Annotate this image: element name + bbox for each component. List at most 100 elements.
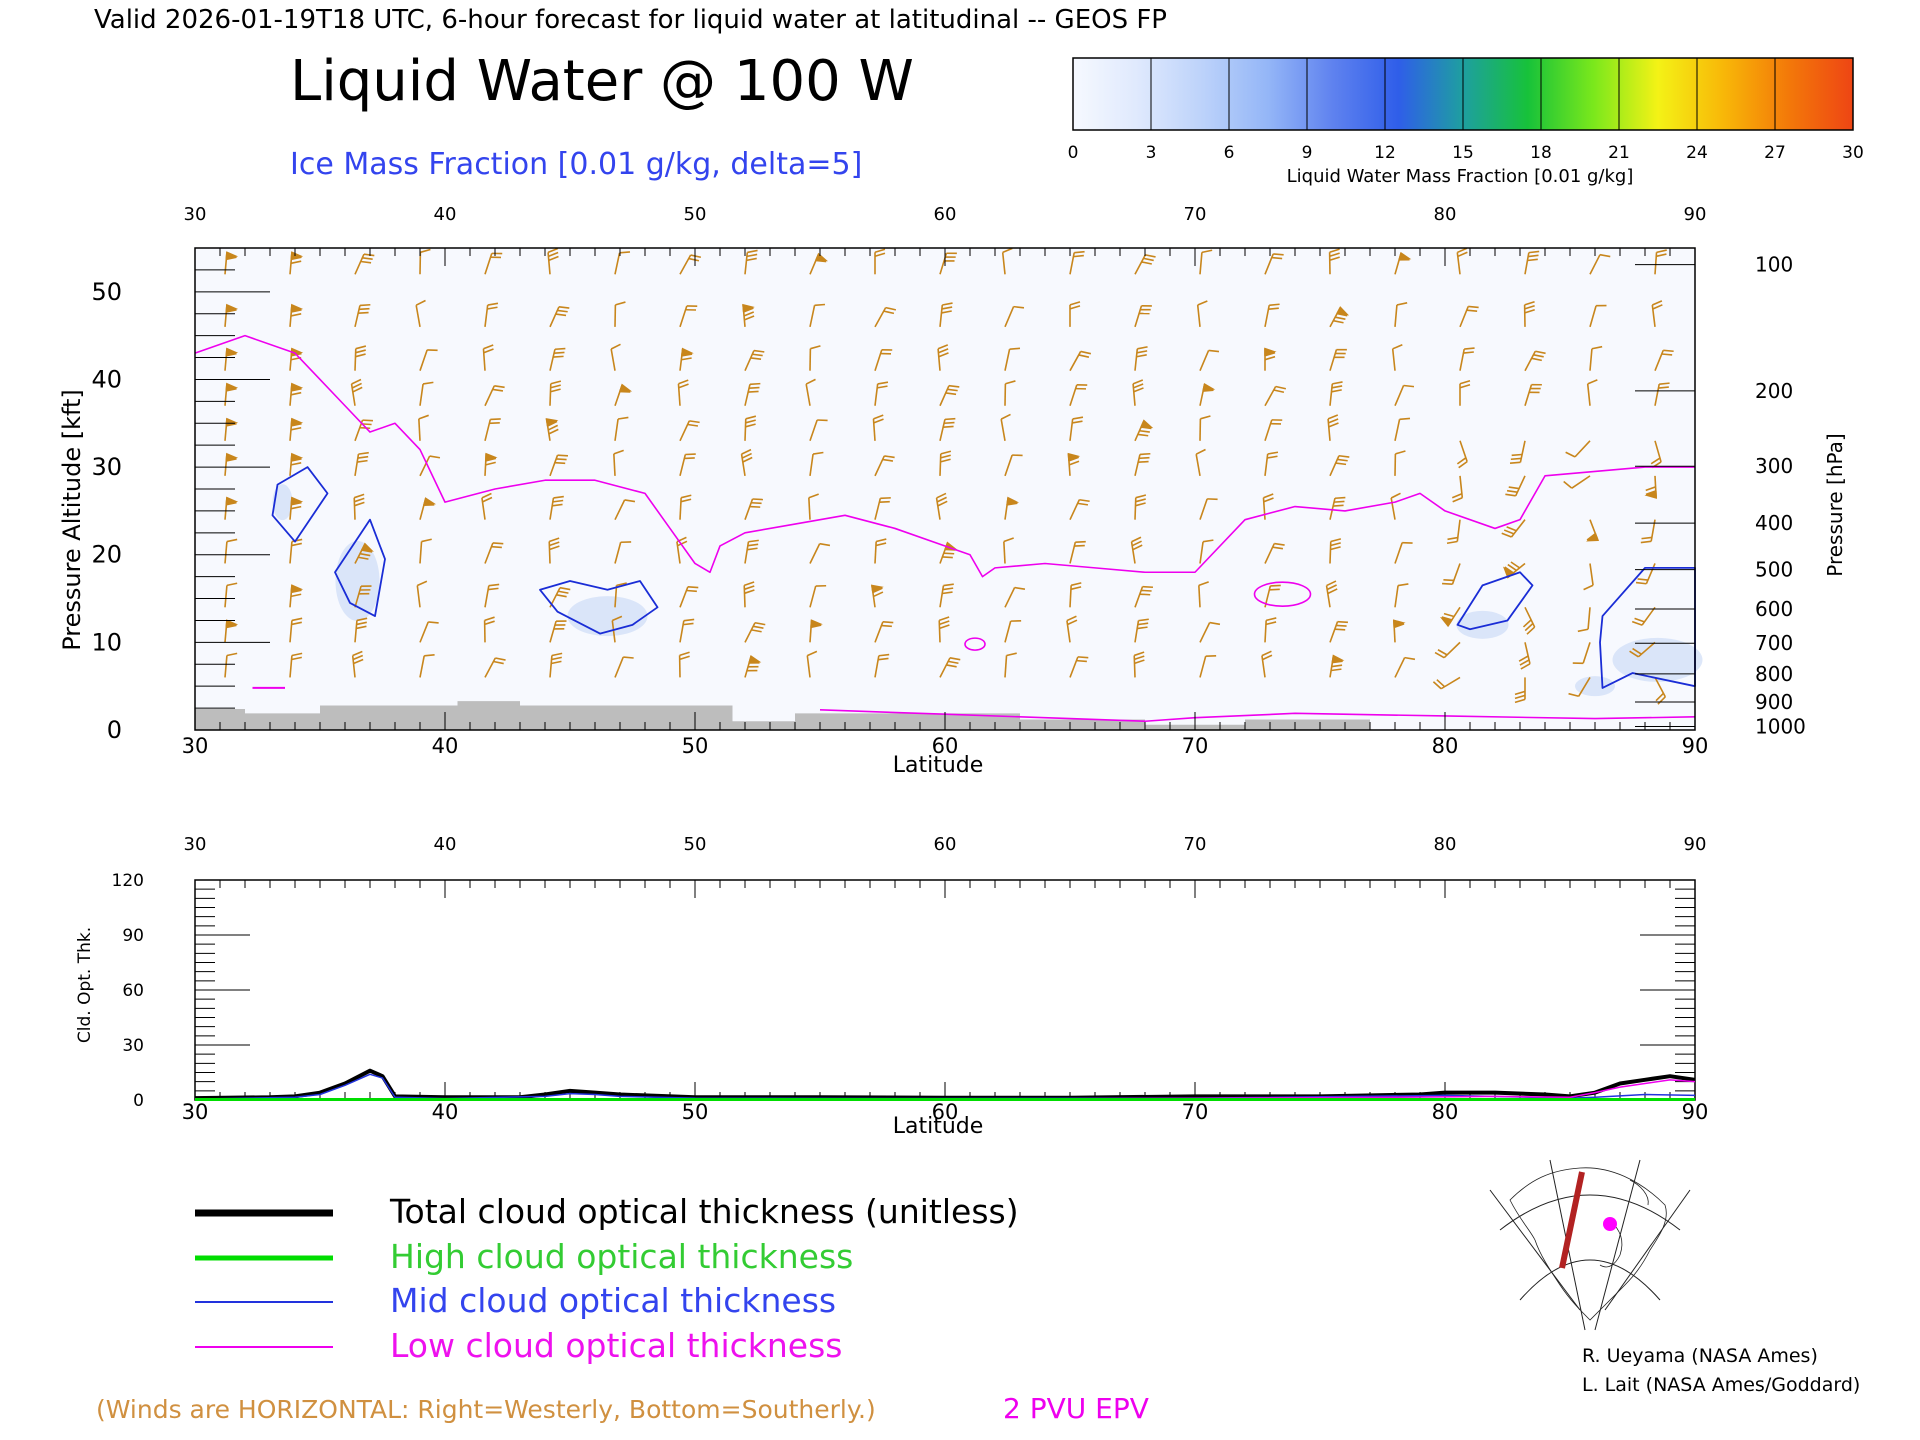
wind-barb — [1264, 419, 1283, 442]
wind-barb — [484, 583, 500, 608]
wind-barb — [874, 621, 894, 643]
wind-barb — [289, 496, 304, 520]
wind-barb — [549, 652, 563, 678]
top-y2label: Pressure [hPa] — [1823, 433, 1847, 576]
legend-label: Mid cloud optical thickness — [390, 1281, 836, 1320]
wind-barb — [1394, 583, 1409, 608]
wind-barb — [354, 542, 374, 564]
wind-barb — [744, 498, 763, 520]
pressure-tick-label: 400 — [1755, 511, 1793, 535]
x-tick-label: 30 — [182, 734, 209, 758]
wind-barb — [1631, 606, 1656, 626]
x-tick-label-top: 70 — [1184, 204, 1207, 225]
wind-barb — [1195, 448, 1206, 476]
wind-barb — [1501, 519, 1526, 538]
section-line — [1559, 1171, 1585, 1269]
colorbar: 0 3 6 9 12 15 18 21 24 27 30 — [1068, 57, 1864, 163]
wind-barb — [1264, 253, 1284, 275]
colorbar-tick-label: 30 — [1842, 143, 1864, 163]
wind-barb — [1329, 654, 1345, 678]
y-tick-label: 90 — [122, 926, 144, 946]
wind-barb — [1394, 450, 1406, 476]
wind-barb — [419, 497, 437, 520]
wind-barb — [549, 380, 562, 406]
x-tick-label-top: 60 — [934, 834, 957, 855]
wind-barb — [289, 452, 304, 476]
colorbar-tick-label: 18 — [1530, 143, 1552, 163]
wind-barb — [808, 493, 819, 520]
wind-barb — [679, 585, 699, 608]
wind-barb — [1329, 306, 1350, 328]
valid-line: Valid 2026-01-19T18 UTC, 6-hour forecast… — [94, 5, 1167, 35]
subtitle: Ice Mass Fraction [0.01 g/kg, delta=5] — [290, 147, 862, 182]
wind-barb — [289, 617, 303, 643]
x-tick-label-top: 70 — [1184, 834, 1207, 855]
wind-barb — [935, 492, 948, 520]
wind-barb — [224, 347, 239, 371]
wind-barb — [1199, 655, 1217, 678]
wind-barb — [1524, 250, 1540, 275]
wind-barb — [224, 652, 238, 678]
wind-barb — [874, 497, 891, 520]
wind-barb — [1635, 563, 1656, 585]
wind-barb — [1394, 251, 1412, 275]
colorbar-tick-label: 0 — [1068, 143, 1079, 163]
wind-barb — [224, 303, 239, 327]
x-tick-label-top: 80 — [1434, 204, 1457, 225]
wind-barb — [1524, 383, 1542, 406]
wind-barb — [1654, 249, 1667, 275]
wind-barb — [1134, 419, 1154, 442]
wind-barb — [613, 449, 624, 476]
x-tick-label-top: 30 — [184, 834, 207, 855]
colorbar-tick-label: 12 — [1374, 143, 1396, 163]
wind-barb — [224, 452, 239, 476]
wind-barb — [1199, 349, 1220, 372]
wind-barb — [614, 301, 626, 327]
wind-barb — [1589, 304, 1607, 328]
wind-barb — [938, 616, 950, 643]
wind-barb — [484, 452, 498, 476]
x-tick-label: 80 — [1432, 1100, 1459, 1124]
wind-barb — [1132, 379, 1144, 406]
epv-label: 2 PVU EPV — [1003, 1392, 1149, 1425]
pressure-tick-label: 200 — [1755, 379, 1793, 403]
ice-contour — [539, 580, 659, 635]
wind-barb — [1432, 676, 1461, 690]
wind-barb — [1586, 519, 1600, 542]
wind-barb — [1586, 379, 1598, 406]
wind-barb — [416, 580, 428, 608]
wind-barb — [224, 496, 239, 520]
x-tick-label-top: 40 — [434, 204, 457, 225]
wind-barb — [289, 251, 304, 275]
x-tick-label-top: 90 — [1684, 834, 1707, 855]
colorbar-tick-label: 24 — [1686, 143, 1708, 163]
wind-barb — [614, 541, 632, 564]
wind-barb — [939, 302, 953, 327]
x-tick-label: 90 — [1682, 1100, 1709, 1124]
credit-2: L. Lait (NASA Ames/Goddard) — [1582, 1374, 1860, 1396]
wind-barb — [1069, 350, 1092, 372]
legend-label: Low cloud optical thickness — [390, 1326, 842, 1365]
wind-barb — [1004, 620, 1022, 643]
wind-barb — [1394, 302, 1408, 327]
wind-barb — [614, 656, 634, 678]
wind-barb — [939, 583, 954, 608]
wind-barb — [1198, 581, 1209, 608]
pressure-tick-label: 100 — [1755, 253, 1793, 277]
wind-barb — [484, 542, 504, 564]
x-tick-label-top: 60 — [934, 204, 957, 225]
wind-barb — [679, 347, 694, 371]
wind-barb — [1565, 440, 1591, 458]
wind-barb — [418, 414, 429, 441]
wind-barb — [1577, 607, 1591, 633]
wind-barb — [1069, 540, 1086, 564]
wind-barb — [1069, 656, 1089, 678]
colorbar-tick-label: 6 — [1224, 143, 1235, 163]
wind-barb — [484, 385, 505, 407]
wind-barb — [1004, 380, 1016, 406]
x-tick-label: 70 — [1182, 1100, 1209, 1124]
colorbar-label: Liquid Water Mass Fraction [0.01 g/kg] — [1287, 166, 1634, 187]
epv-island — [964, 637, 986, 651]
wind-barb — [354, 617, 368, 643]
wind-barb — [744, 382, 761, 406]
